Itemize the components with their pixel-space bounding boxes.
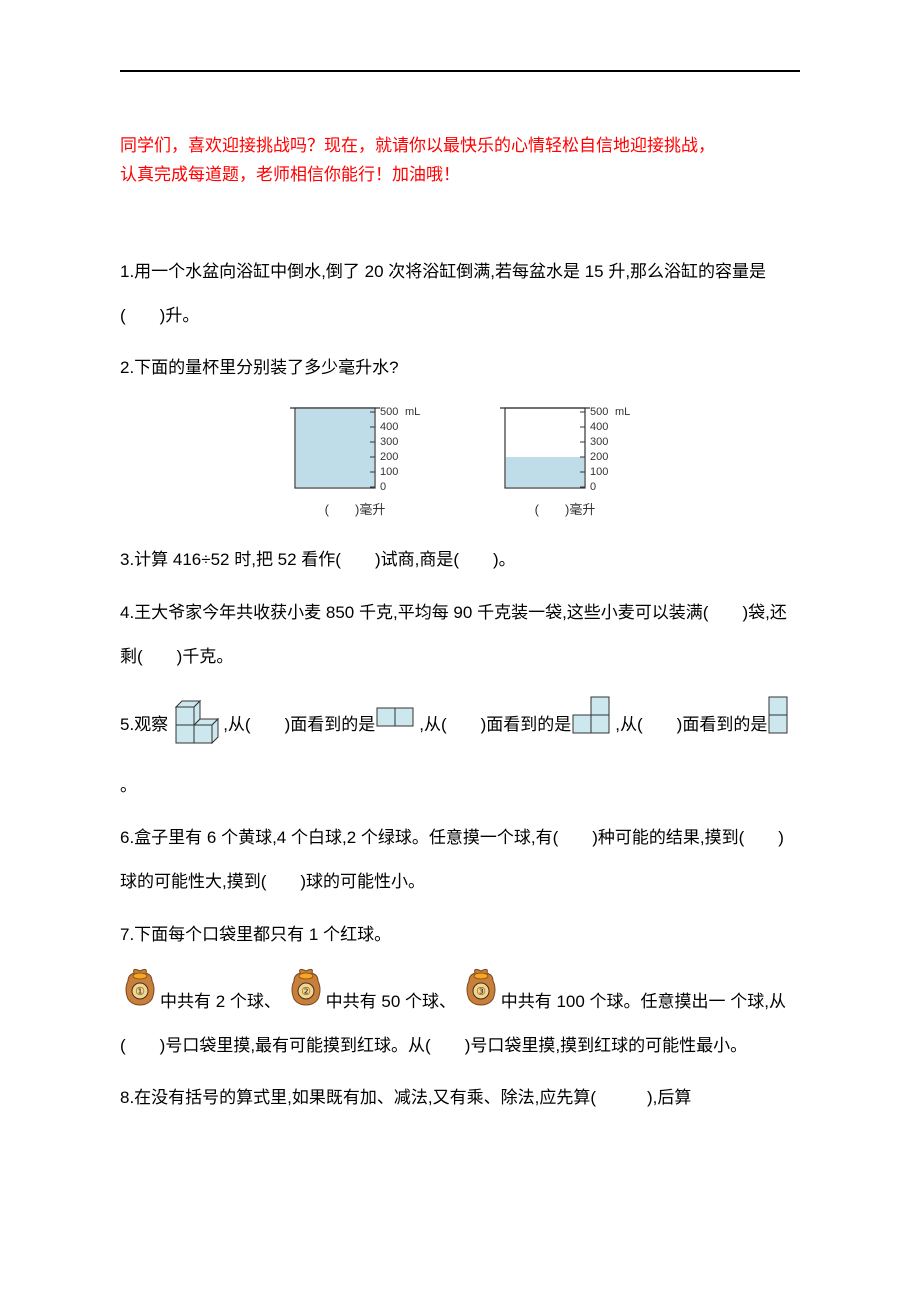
svg-text:200: 200 [380, 451, 398, 463]
intro-line-2: 认真完成每道题，老师相信你能行！加油哦！ [120, 165, 460, 184]
svg-text:0: 0 [380, 481, 386, 493]
svg-text:0: 0 [590, 481, 596, 493]
page-border: 同学们，喜欢迎接挑战吗？现在，就请你以最快乐的心情轻松自信地迎接挑战， 认真完成… [120, 70, 800, 1120]
q5-mid3: ,从( )面看到的是 [615, 715, 767, 734]
svg-text:500: 500 [380, 406, 398, 418]
bag-2-item: ② [286, 965, 326, 1007]
bag-1-text: 中共有 2 个球、 [160, 992, 281, 1011]
beaker-2-group: 500 mL 400 300 200 100 0 ( )毫升 [485, 400, 645, 518]
svg-text:100: 100 [380, 466, 398, 478]
beaker-row: 500 mL 400 300 200 100 0 ( )毫升 [120, 400, 800, 518]
intro-text: 同学们，喜欢迎接挑战吗？现在，就请你以最快乐的心情轻松自信地迎接挑战， 认真完成… [120, 132, 800, 190]
bag-2-text: 中共有 50 个球、 [326, 992, 456, 1011]
beaker-2-label: ( )毫升 [535, 499, 596, 518]
question-5: 5.观察 ,从( )面看到的是 [120, 687, 800, 808]
bag-3-icon: ③ [461, 965, 501, 1007]
svg-text:①: ① [135, 986, 145, 998]
beaker-1-group: 500 mL 400 300 200 100 0 ( )毫升 [275, 400, 435, 518]
q5-suffix: 。 [120, 776, 137, 795]
question-8: 8.在没有括号的算式里,如果既有加、减法,又有乘、除法,应先算( ),后算 [120, 1076, 800, 1120]
question-7-title: 7.下面每个口袋里都只有 1 个红球。 [120, 913, 800, 957]
svg-text:400: 400 [380, 421, 398, 433]
svg-text:②: ② [301, 986, 311, 998]
q5-mid2: ,从( )面看到的是 [419, 715, 571, 734]
beaker-1-svg: 500 mL 400 300 200 100 0 [275, 400, 435, 495]
cube-shape-3 [571, 695, 615, 756]
question-7-bags: ① 中共有 2 个球、 ② 中共有 50 个球、 ③ [120, 965, 800, 1068]
bag-3-text: 中共有 100 个球。任意摸出一 [501, 992, 726, 1011]
bag-1-item: ① [120, 965, 160, 1007]
bag-3-item: ③ [461, 965, 501, 1007]
svg-text:mL: mL [405, 406, 420, 418]
cube-shape-4 [767, 695, 791, 756]
bag-1-icon: ① [120, 965, 160, 1007]
q5-prefix: 5.观察 [120, 715, 168, 734]
bag-2-icon: ② [286, 965, 326, 1007]
beaker-2-svg: 500 mL 400 300 200 100 0 [485, 400, 645, 495]
svg-text:300: 300 [380, 436, 398, 448]
q5-mid1: ,从( )面看到的是 [223, 715, 375, 734]
question-6: 6.盒子里有 6 个黄球,4 个白球,2 个绿球。任意摸一个球,有( )种可能的… [120, 816, 800, 904]
cube-shape-2 [375, 703, 419, 747]
svg-text:③: ③ [476, 986, 486, 998]
cube-shape-1 [168, 687, 223, 764]
svg-text:200: 200 [590, 451, 608, 463]
svg-text:100: 100 [590, 466, 608, 478]
intro-line-1: 同学们，喜欢迎接挑战吗？现在，就请你以最快乐的心情轻松自信地迎接挑战， [120, 136, 715, 155]
question-3: 3.计算 416÷52 时,把 52 看作( )试商,商是( )。 [120, 538, 800, 582]
question-2-title: 2.下面的量杯里分别装了多少毫升水? [120, 346, 800, 390]
svg-text:mL: mL [615, 406, 630, 418]
question-4: 4.王大爷家今年共收获小麦 850 千克,平均每 90 千克装一袋,这些小麦可以… [120, 591, 800, 679]
svg-text:500: 500 [590, 406, 608, 418]
beaker-1-label: ( )毫升 [325, 499, 386, 518]
svg-text:300: 300 [590, 436, 608, 448]
question-1: 1.用一个水盆向浴缸中倒水,倒了 20 次将浴缸倒满,若每盆水是 15 升,那么… [120, 250, 800, 338]
svg-text:400: 400 [590, 421, 608, 433]
